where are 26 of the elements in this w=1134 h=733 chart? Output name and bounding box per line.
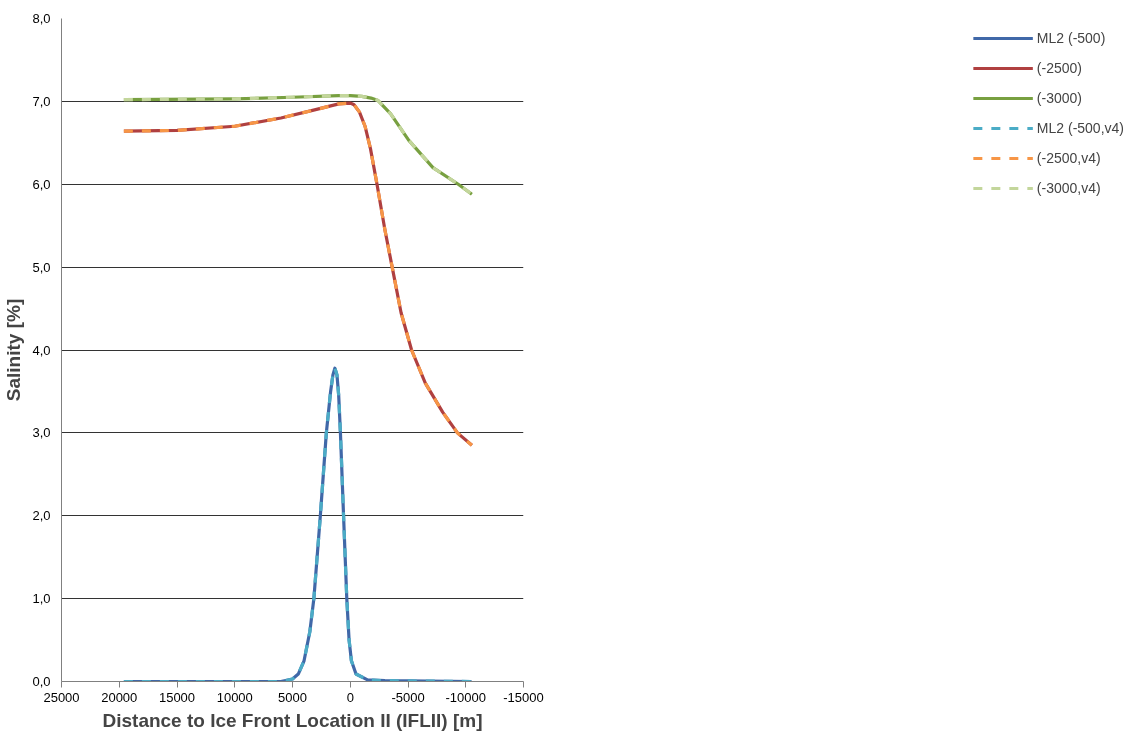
legend-label: ML2 (-500,v4) — [1036, 120, 1124, 136]
legend-label: (-3000) — [1036, 90, 1082, 106]
y-axis-title: Salinity [%] — [3, 298, 25, 402]
x-axis-title: Distance to Ice Front Location II (IFLII) [m] — [102, 709, 483, 731]
x-tick-label: 10000 — [216, 689, 253, 705]
x-tick-label: -15000 — [503, 689, 544, 705]
x-tick-label: -10000 — [445, 689, 486, 705]
y-tick-label: 0,0 — [32, 674, 51, 689]
y-tick-label: 4,0 — [32, 342, 51, 358]
y-tick-label: 7,0 — [32, 93, 51, 109]
y-tick-label: 1,0 — [32, 591, 51, 607]
y-tick-label: 2,0 — [32, 508, 51, 524]
x-tick-label: -5000 — [391, 689, 425, 705]
y-tick-label: 8,0 — [32, 11, 51, 26]
x-tick-label: 0 — [346, 689, 354, 705]
legend-label: (-2500,v4) — [1036, 150, 1101, 166]
x-tick-label: 15000 — [158, 689, 196, 705]
legend-label: (-3000,v4) — [1036, 180, 1101, 196]
x-tick-label: 5000 — [278, 689, 307, 705]
y-tick-label: 3,0 — [32, 425, 51, 441]
x-tick-label: 25000 — [43, 689, 80, 705]
y-tick-label: 6,0 — [32, 176, 51, 192]
legend-label: ML2 (-500) — [1036, 30, 1106, 46]
x-tick-label: 20000 — [101, 689, 138, 705]
y-tick-label: 5,0 — [32, 259, 51, 275]
legend-label: (-2500) — [1036, 60, 1082, 76]
